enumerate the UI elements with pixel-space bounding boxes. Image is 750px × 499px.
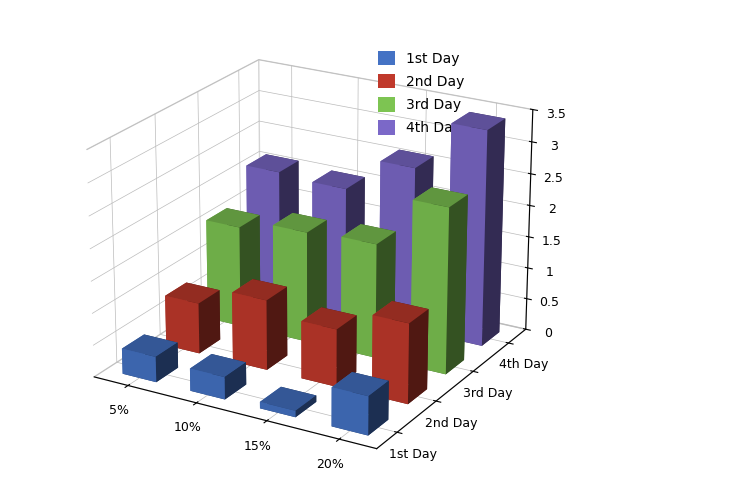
- Legend: 1st Day, 2nd Day, 3rd Day, 4th Day: 1st Day, 2nd Day, 3rd Day, 4th Day: [374, 47, 469, 139]
